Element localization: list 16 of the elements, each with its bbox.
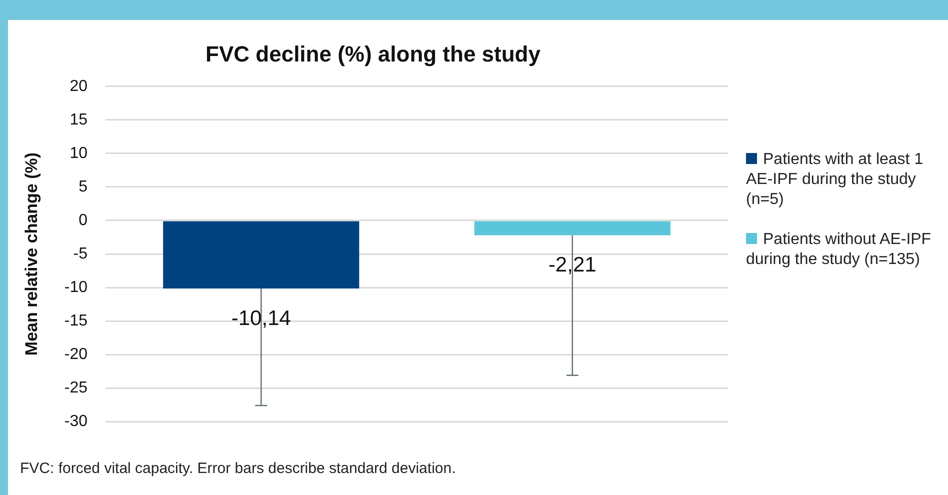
chart-title: FVC decline (%) along the study	[206, 41, 542, 66]
y-tick-label: 0	[78, 212, 88, 229]
y-tick-label: 5	[78, 178, 88, 196]
y-tick-label: -5	[73, 245, 88, 262]
legend-label: Patients without AE-IPF during the study (n=135)	[746, 230, 932, 270]
y-axis-title: Mean relative change (%)	[22, 152, 41, 356]
y-tick-label: -30	[64, 413, 88, 430]
y-tick-label: 20	[70, 78, 88, 95]
y-tick-label: -10	[64, 278, 88, 296]
y-tick-label: 15	[70, 111, 88, 128]
y-tick-label: 10	[70, 144, 88, 162]
y-tick-label: -15	[64, 312, 88, 330]
y-tick-label: -25	[64, 379, 88, 396]
y-tick-label: -20	[64, 346, 88, 363]
legend-label: Patients with at least 1 AE-IPF during the study (n=5)	[746, 150, 924, 210]
text: FVC: forced vital capacity. Error bars describe standard deviation.	[20, 460, 456, 477]
